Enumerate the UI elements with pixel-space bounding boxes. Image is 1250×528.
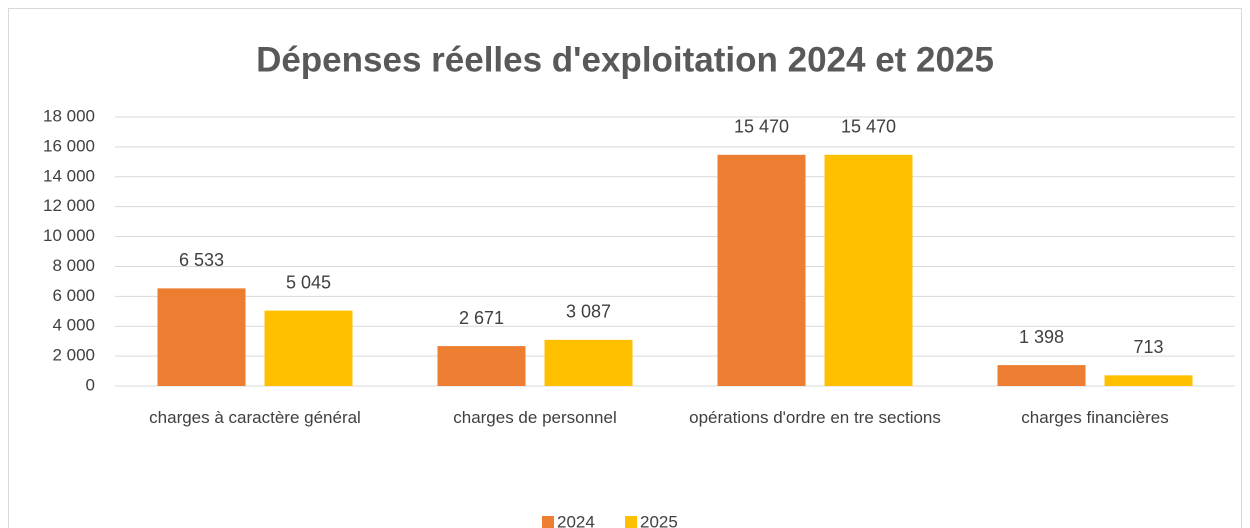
y-tick-label: 14 000	[43, 166, 95, 185]
bar	[824, 154, 913, 386]
legend-swatch	[625, 516, 637, 528]
y-tick-label: 4 000	[52, 316, 95, 335]
y-tick-label: 10 000	[43, 226, 95, 245]
bar	[437, 346, 526, 386]
x-tick-label: charges à caractère général	[149, 408, 361, 427]
chart-border	[8, 8, 1242, 528]
data-label: 713	[1133, 337, 1163, 357]
bar	[544, 339, 633, 386]
data-label: 1 398	[1019, 327, 1064, 347]
legend-label: 2025	[640, 512, 678, 528]
bar	[997, 365, 1086, 386]
y-tick-label: 2 000	[52, 346, 95, 365]
y-tick-label: 12 000	[43, 196, 95, 215]
bar	[717, 154, 806, 386]
legend-label: 2024	[557, 512, 595, 528]
x-tick-label: charges de personnel	[453, 408, 617, 427]
data-label: 5 045	[286, 272, 331, 292]
chart-title: Dépenses réelles d'exploitation 2024 et …	[256, 40, 994, 79]
bar	[157, 288, 246, 386]
data-label: 15 470	[841, 117, 896, 137]
y-tick-label: 18 000	[43, 106, 95, 125]
legend-swatch	[542, 516, 554, 528]
data-label: 15 470	[734, 117, 789, 137]
x-tick-label: opérations d'ordre en tre sections	[689, 408, 941, 427]
y-tick-label: 0	[86, 375, 95, 394]
bar	[264, 310, 353, 386]
x-tick-label: charges financières	[1021, 408, 1169, 427]
y-tick-label: 8 000	[52, 256, 95, 275]
data-label: 2 671	[459, 308, 504, 328]
y-tick-label: 16 000	[43, 136, 95, 155]
bar	[1104, 375, 1193, 386]
data-label: 3 087	[566, 302, 611, 322]
y-tick-label: 6 000	[52, 286, 95, 305]
data-label: 6 533	[179, 250, 224, 270]
